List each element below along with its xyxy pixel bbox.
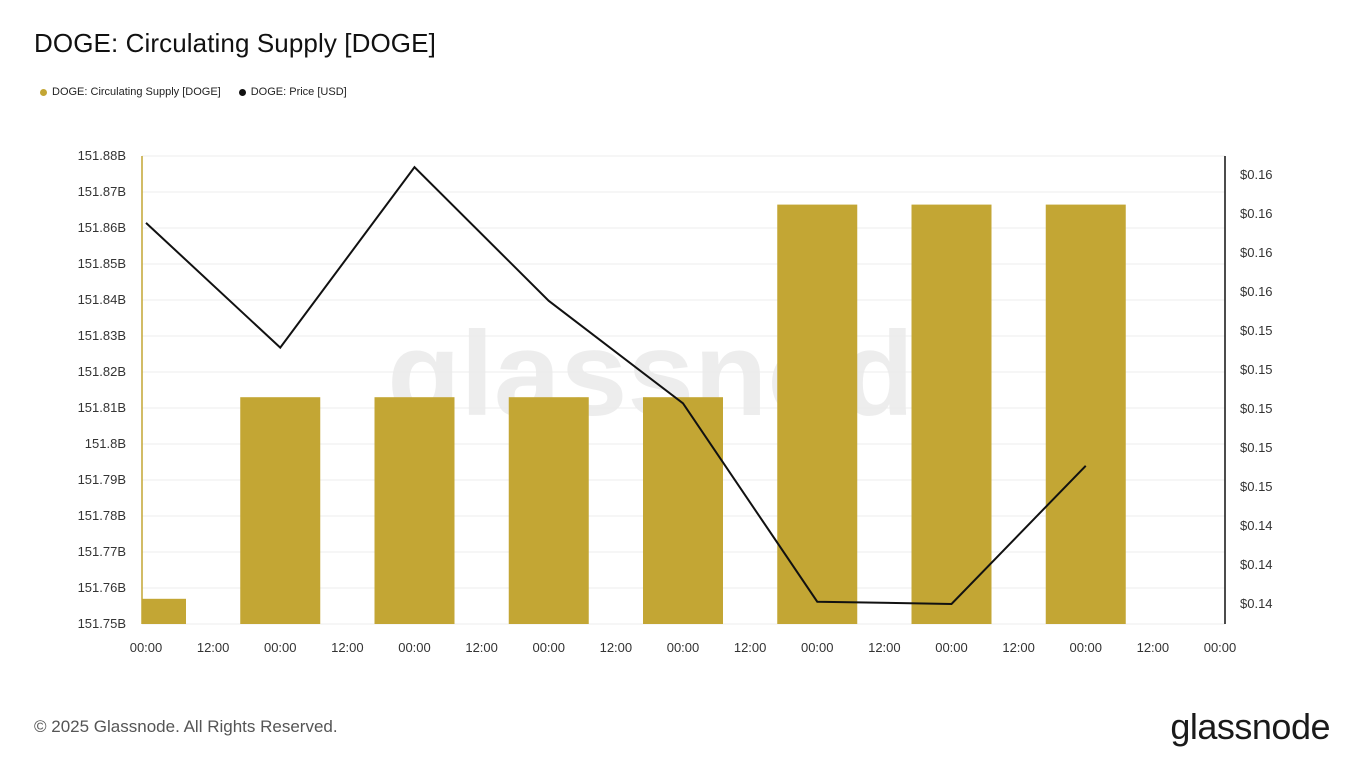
legend-item-price[interactable]: DOGE: Price [USD] [238,86,347,98]
x-tick-label: 12:00 [331,640,364,655]
y-left-tick-label: 151.77B [78,544,126,559]
supply-bar [777,204,858,624]
y-left-tick-label: 151.88B [78,148,126,163]
x-tick-label: 12:00 [734,640,767,655]
x-tick-label: 00:00 [532,640,565,655]
x-tick-label: 00:00 [1069,640,1102,655]
legend-swatch-supply [40,88,47,96]
y-right-tick-label: $0.15 [1240,440,1273,455]
chart-title: DOGE: Circulating Supply [DOGE] [34,28,436,58]
y-left-tick-label: 151.83B [78,328,126,343]
legend-label-supply: DOGE: Circulating Supply [DOGE] [52,86,221,98]
x-tick-label: 12:00 [868,640,901,655]
y-right-tick-label: $0.15 [1240,323,1273,338]
copyright-text: © 2025 Glassnode. All Rights Reserved. [34,717,338,736]
y-right-tick-label: $0.15 [1240,362,1273,377]
x-tick-label: 00:00 [667,640,700,655]
supply-bar [374,397,455,624]
y-left-tick-label: 151.87B [78,184,126,199]
price-line [145,165,1087,605]
supply-bar [643,397,723,624]
y-left-tick-label: 151.76B [78,580,126,595]
supply-bar [911,204,992,624]
y-right-tick-label: $0.16 [1240,245,1273,260]
y-left-tick-label: 151.75B [78,616,126,631]
y-right-tick-label: $0.15 [1240,401,1273,416]
legend: DOGE: Circulating Supply [DOGE] DOGE: Pr… [40,86,347,98]
legend-swatch-price [238,88,246,96]
x-tick-label: 12:00 [1137,640,1170,655]
supply-bar [508,397,589,624]
x-tick-label: 00:00 [130,640,163,655]
x-tick-label: 12:00 [465,640,498,655]
x-tick-label: 00:00 [935,640,968,655]
y-right-tick-label: $0.16 [1240,284,1273,299]
brand-logo: glassnode [1170,706,1330,747]
x-tick-label: 12:00 [600,640,633,655]
supply-bar [240,397,321,624]
x-tick-label: 00:00 [398,640,431,655]
x-tick-label: 00:00 [264,640,297,655]
y-left-tick-label: 151.82B [78,364,126,379]
x-tick-label: 00:00 [1204,640,1237,655]
y-right-tick-label: $0.15 [1240,479,1273,494]
y-left-tick-label: 151.86B [78,220,126,235]
y-right-tick-label: $0.14 [1240,518,1273,533]
y-left-tick-label: 151.79B [78,472,126,487]
y-right-tick-label: $0.16 [1240,206,1273,221]
supply-bar [1045,204,1126,624]
y-left-tick-label: 151.81B [78,400,126,415]
x-tick-label: 00:00 [801,640,834,655]
y-left-tick-label: 151.78B [78,508,126,523]
x-tick-label: 12:00 [197,640,230,655]
y-right-tick-label: $0.14 [1240,596,1273,611]
legend-item-supply[interactable]: DOGE: Circulating Supply [DOGE] [40,86,221,98]
y-left-tick-label: 151.84B [78,292,126,307]
y-right-tick-label: $0.14 [1240,557,1273,572]
legend-label-price: DOGE: Price [USD] [250,86,347,98]
supply-bar [142,598,186,624]
y-right-tick-label: $0.16 [1240,167,1273,182]
x-tick-label: 12:00 [1002,640,1035,655]
y-left-tick-label: 151.85B [78,256,126,271]
y-left-tick-label: 151.8B [85,436,126,451]
